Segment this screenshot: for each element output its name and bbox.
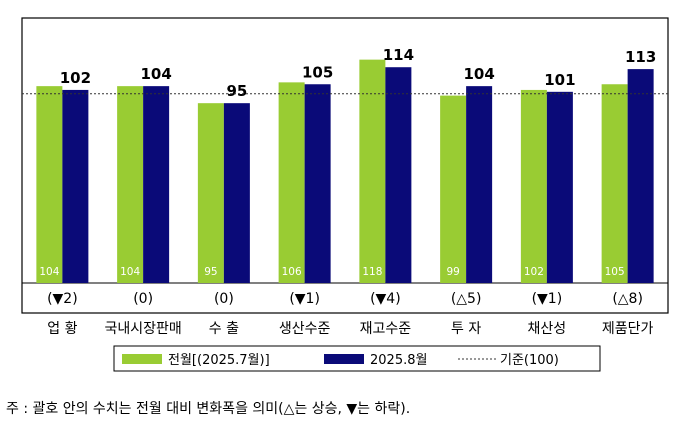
bar-current-1 <box>62 89 89 283</box>
change-label-3: (0) <box>214 291 234 307</box>
data-label-prev-3: 95 <box>204 266 217 278</box>
data-label-current-2: 104 <box>140 65 171 83</box>
data-label-current-7: 101 <box>544 71 575 89</box>
legend-label-current: 2025.8월 <box>370 353 427 368</box>
legend-swatch-prev <box>122 354 162 364</box>
bar-current-2 <box>143 86 170 284</box>
change-label-7: (▼1) <box>532 291 563 307</box>
data-label-current-4: 105 <box>302 63 333 81</box>
category-label-7: 채산성 <box>528 321 567 337</box>
data-label-prev-1: 104 <box>39 266 59 278</box>
bar-prev-6 <box>440 95 467 283</box>
data-label-prev-7: 102 <box>524 266 544 278</box>
data-label-prev-4: 106 <box>282 266 302 278</box>
bar-current-6 <box>466 86 493 284</box>
bar-prev-5 <box>359 59 386 284</box>
bar-prev-3 <box>197 103 224 283</box>
bar-prev-4 <box>278 82 305 283</box>
category-label-3: 수 출 <box>209 321 239 337</box>
bar-prev-7 <box>520 89 547 283</box>
data-label-current-8: 113 <box>625 48 656 66</box>
data-label-current-5: 114 <box>383 46 414 64</box>
category-label-5: 재고수준 <box>360 321 412 337</box>
bar-current-8 <box>627 69 654 283</box>
legend-label-prev: 전월[(2025.7월)] <box>168 353 270 368</box>
change-label-8: (△8) <box>612 291 643 307</box>
change-label-5: (▼4) <box>370 291 401 307</box>
legend-label-reference: 기준(100) <box>500 353 559 368</box>
data-label-prev-8: 105 <box>605 266 625 278</box>
change-label-6: (△5) <box>451 291 482 307</box>
change-label-4: (▼1) <box>289 291 320 307</box>
category-label-6: 투 자 <box>451 321 481 337</box>
data-label-current-1: 102 <box>60 69 91 87</box>
footnote: 주 : 괄호 안의 수치는 전월 대비 변화폭을 의미(△는 상승, ▼는 하락… <box>6 401 411 417</box>
data-label-prev-2: 104 <box>120 266 140 278</box>
data-label-current-3: 95 <box>226 82 247 100</box>
category-label-4: 생산수준 <box>279 321 331 337</box>
bar-current-4 <box>304 84 331 283</box>
category-label-2: 국내시장판매 <box>104 321 181 337</box>
bar-prev-2 <box>117 86 144 284</box>
plot-frame <box>21 17 669 314</box>
data-label-current-6: 104 <box>463 65 494 83</box>
bar-prev-1 <box>36 86 63 284</box>
legend-swatch-current <box>324 354 364 364</box>
category-label-8: 제품단가 <box>602 321 654 337</box>
change-label-1: (▼2) <box>47 291 78 307</box>
bar-current-3 <box>223 103 250 283</box>
bar-prev-8 <box>601 84 628 283</box>
bar-current-5 <box>385 67 412 283</box>
bar-current-7 <box>546 91 573 283</box>
data-label-prev-6: 99 <box>446 266 459 278</box>
category-label-1: 업 황 <box>47 321 77 337</box>
data-label-prev-5: 118 <box>362 266 382 278</box>
change-label-2: (0) <box>133 291 153 307</box>
